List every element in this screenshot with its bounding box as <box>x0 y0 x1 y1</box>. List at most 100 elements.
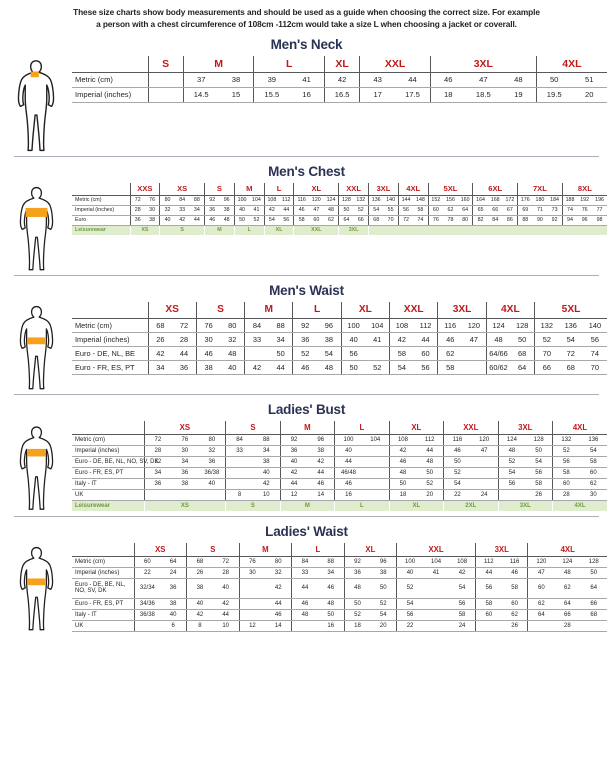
table-cell: 30 <box>195 332 221 347</box>
table-cell: 68 <box>558 360 583 375</box>
table-cell: 84 <box>291 556 318 568</box>
size-header-l: L <box>263 183 294 196</box>
table-row: Metric (cm) 68 72 76 80 84 88 92 96 100 104 108 112 1… <box>72 318 607 333</box>
size-header-5xl: 5XL <box>534 302 607 319</box>
table-cell: 84 <box>487 215 503 226</box>
table-cell: 46 <box>204 215 220 226</box>
section-divider <box>14 394 599 396</box>
size-header-s: S <box>186 543 240 557</box>
table-cell: 80 <box>159 195 175 206</box>
table-cell: 124 <box>323 195 339 206</box>
table-row: Imperial (inches) 22 24 26 28 30 32 33 34 36 38 40 4… <box>72 567 607 579</box>
section-divider <box>14 156 599 158</box>
leisurewear-cell: XS <box>129 225 160 236</box>
body-outline <box>19 186 53 271</box>
table-cell: 50 <box>443 456 471 468</box>
table-cell: 60 <box>501 598 528 610</box>
table-cell: 120 <box>470 434 499 446</box>
row-label: Imperial (inches) <box>72 332 148 347</box>
intro-line-2: a person with a chest circumference of 1… <box>96 19 517 30</box>
row-label: Euro - DE, BE, NL, NO, SV, DK <box>72 456 158 468</box>
table-row: Imperial (inches) 14.5 15 15.5 16 16.5 17 17.5 1… <box>72 87 607 103</box>
table-cell: 36 <box>172 360 197 375</box>
table-cell: 62 <box>579 478 607 490</box>
table-cell: 60 <box>308 215 324 226</box>
size-header-xs: XS <box>133 543 187 557</box>
table-cell: 70 <box>582 360 607 375</box>
table-cell: 72 <box>129 195 145 206</box>
table-cell: 80 <box>220 318 245 333</box>
section-ladies-waist: Ladies' Waist XS S M L XL XXL 3XL 4XL Metric (cm)… <box>0 516 613 635</box>
table-cell: 120 <box>527 556 555 568</box>
table-cell: 41 <box>249 205 265 216</box>
section-body: XS S M L XL XXL 3XL 4XL 5XL Metric (cm) 68 72 76 80 84… <box>0 302 613 394</box>
table-cell: 152 <box>427 195 444 206</box>
table-cell: 44 <box>189 215 205 226</box>
size-header-xxl: XXL <box>389 302 438 319</box>
body-figure-bust <box>19 426 53 510</box>
table-cell <box>422 609 450 621</box>
size-header-3xl: 3XL <box>368 183 399 196</box>
row-label: Euro - FR, ES, PT <box>72 360 148 375</box>
table-cell: 60 <box>133 556 161 568</box>
body-outline <box>19 426 53 510</box>
table-cell: 80 <box>457 215 473 226</box>
table-cell: 16 <box>289 87 325 103</box>
table-cell: 56 <box>340 346 366 361</box>
table-cell: 72 <box>558 346 583 361</box>
table-cell: 42 <box>265 578 292 599</box>
size-table-mens-waist: XS S M L XL XXL 3XL 4XL 5XL Metric (cm) 68 72 76 80 84… <box>72 302 607 375</box>
table-cell: 148 <box>413 195 429 206</box>
table-row: Metric (cm) 72 76 80 84 88 92 96 100 104 108 112 116… <box>72 195 607 206</box>
table-cell: 48 <box>497 445 526 457</box>
table-row: Euro 36 38 40 42 44 46 48 50 52 54 56 58 60 62 64 66 68 70… <box>72 215 607 226</box>
intro-text: These size charts show body measurements… <box>0 0 613 30</box>
table-cell: 50 <box>370 578 397 599</box>
table-cell: 48 <box>343 578 371 599</box>
table-cell: 98 <box>592 215 607 226</box>
table-cell: 56 <box>525 467 553 479</box>
table-row: Imperial (inches) 28 30 32 33 34 36 38 40 42 44 46 4… <box>72 445 607 457</box>
table-cell: 128 <box>510 318 535 333</box>
table-cell: 40 <box>252 467 281 479</box>
table-cell: 36/38 <box>133 609 161 621</box>
table-cell: 36 <box>279 445 308 457</box>
table-cell: 46 <box>307 478 335 490</box>
table-cell: 92 <box>292 318 318 333</box>
table-cell: 38 <box>370 567 397 579</box>
table-cell: 38 <box>160 598 187 610</box>
body-figure-chest <box>19 186 53 271</box>
table-cell-wrap: S M L XL XXL 3XL 4XL Metric (cm) 37 38 39 41 42 43 44 4… <box>72 56 613 103</box>
table-cell: 52 <box>365 360 390 375</box>
table-cell: 66 <box>533 360 559 375</box>
leisurewear-cell: XS <box>143 500 226 512</box>
table-cell: 67 <box>502 205 518 216</box>
table-cell: 10 <box>212 620 240 632</box>
table-cell <box>361 478 390 490</box>
table-cell: 19 <box>500 87 537 103</box>
table-cell: 192 <box>577 195 593 206</box>
table-cell <box>133 620 161 632</box>
table-cell: 44 <box>291 578 318 599</box>
table-cell <box>171 489 199 501</box>
table-cell: 60 <box>413 346 438 361</box>
table-cell: 6 <box>160 620 187 632</box>
size-header-l: L <box>253 56 325 73</box>
table-cell: 88 <box>189 195 205 206</box>
table-cell: 40 <box>160 609 187 621</box>
table-cell: 48 <box>323 205 339 216</box>
table-cell: 88 <box>268 318 293 333</box>
leisurewear-cell: S <box>159 225 205 236</box>
row-label: Leisurewear <box>72 225 130 236</box>
table-cell: 47 <box>308 205 324 216</box>
row-label: Euro - DE, NL, BE <box>72 346 148 361</box>
table-cell: 36/38 <box>198 467 226 479</box>
table-cell: 18.5 <box>465 87 501 103</box>
table-cell: 140 <box>582 318 607 333</box>
table-cell: 108 <box>389 318 414 333</box>
table-cell: 52 <box>370 598 397 610</box>
table-cell: 50 <box>580 567 607 579</box>
table-cell: 32 <box>143 456 172 468</box>
table-cell: 58 <box>501 578 528 599</box>
table-cell: 168 <box>487 195 503 206</box>
